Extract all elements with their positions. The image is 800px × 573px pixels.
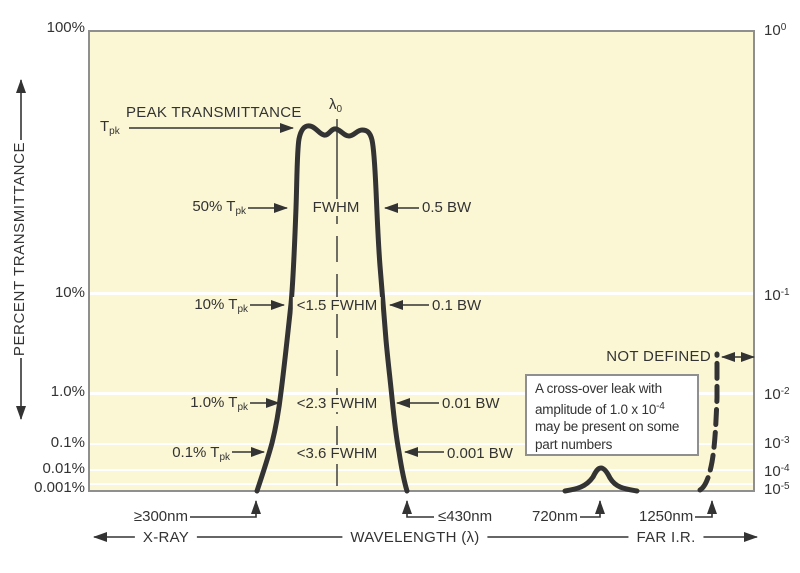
tick-arrow-1250nm: [695, 500, 717, 518]
x-axis-title: WAVELENGTH (λ): [342, 529, 488, 546]
gridline-0p1pct: [90, 443, 753, 445]
x-tick-720nm: 720nm: [532, 508, 578, 525]
y-tick-10: 10%: [54, 284, 85, 301]
bw001-label: 0.01 BW: [442, 395, 500, 412]
crossover-note-box: A cross-over leak with amplitude of 1.0 …: [525, 374, 699, 456]
note-line-4: part numbers: [535, 436, 613, 452]
y-tick-0p001: 0.001%: [34, 479, 85, 496]
x-tick-1250nm: 1250nm: [639, 508, 694, 525]
y-tick-0p01: 0.01%: [42, 460, 85, 477]
note-line-2: amplitude of 1.0 x 10-4: [535, 400, 665, 417]
tpk-label: Tpk: [100, 118, 120, 137]
bw05-label: 0.5 BW: [422, 199, 472, 216]
tpk50-label: 50% Tpk: [192, 198, 246, 217]
bw0001-label: 0.001 BW: [447, 445, 513, 462]
tpk1-label: 1.0% Tpk: [190, 394, 248, 413]
fwhm-3p6-label: <3.6 FWHM: [292, 445, 382, 462]
y-tick-1: 1.0%: [50, 383, 85, 400]
bw01-label: 0.1 BW: [432, 297, 482, 314]
fwhm-2p3-label: <2.3 FWHM: [292, 395, 382, 412]
y-right-tick-1e-3: 10-3: [764, 435, 790, 452]
y-right-tick-1e-2: 10-2: [764, 386, 790, 403]
gridline-0p01pct: [90, 469, 753, 471]
x-tick-430nm: ≤430nm: [438, 508, 493, 525]
fwhm-label: FWHM: [308, 199, 364, 216]
tick-arrow-300nm: [190, 500, 261, 518]
y-right-tick-1e-4: 10-4: [764, 463, 790, 480]
note-line-1: A cross-over leak with: [535, 381, 662, 396]
tick-arrow-430nm: [402, 500, 434, 518]
peak-transmittance-label: PEAK TRANSMITTANCE: [126, 104, 302, 121]
lambda0-label: λ0: [329, 96, 343, 115]
note-line-3: may be present on some: [535, 419, 680, 434]
x-region-far-ir: FAR I.R.: [628, 529, 704, 546]
x-tick-300nm: ≥300nm: [133, 508, 188, 525]
not-defined-label: NOT DEFINED: [606, 348, 711, 365]
y-axis-title: PERCENT TRANSMITTANCE: [11, 141, 28, 357]
tick-arrow-720nm: [580, 500, 605, 518]
gridline-0p001pct: [90, 483, 753, 485]
gridline-1pct: [90, 392, 753, 395]
y-tick-0p1: 0.1%: [50, 434, 85, 451]
x-region-xray: X-RAY: [134, 529, 198, 546]
y-right-tick-1e-1: 10-1: [764, 287, 790, 304]
plot-area: [88, 30, 755, 492]
tpk01-label: 0.1% Tpk: [172, 444, 230, 463]
y-right-tick-1e-5: 10-5: [764, 481, 790, 498]
gridline-10pct: [90, 292, 753, 295]
y-right-tick-1e0: 100: [764, 22, 787, 39]
fwhm-1p5-label: <1.5 FWHM: [292, 297, 382, 314]
tpk10-label: 10% Tpk: [194, 296, 248, 315]
y-tick-100: 100%: [46, 19, 85, 36]
